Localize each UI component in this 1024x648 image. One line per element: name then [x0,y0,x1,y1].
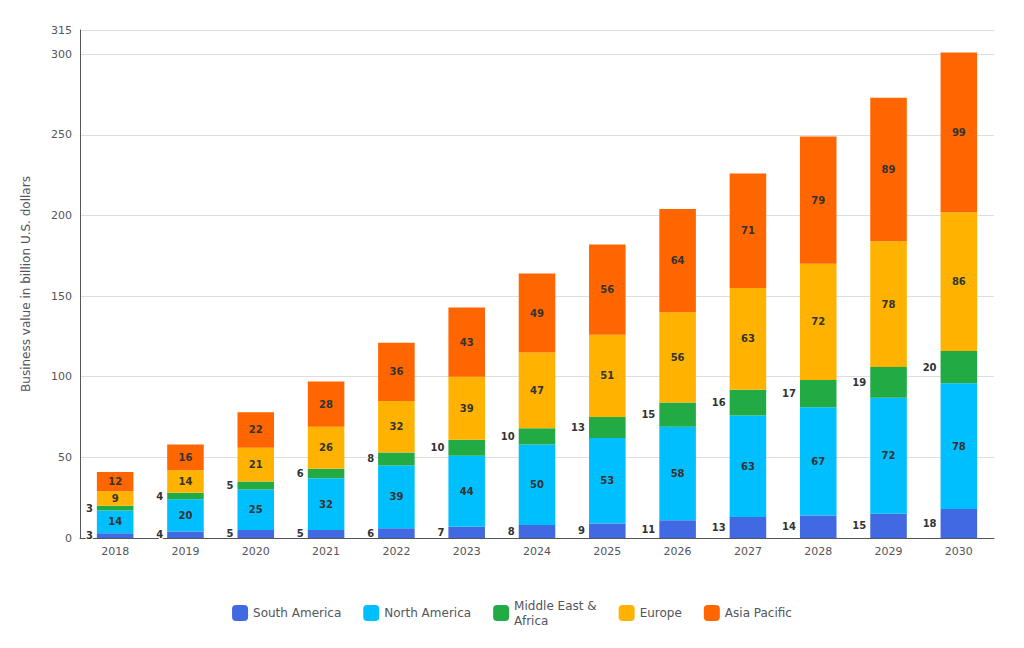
svg-text:11: 11 [641,524,655,535]
svg-text:14: 14 [782,521,796,532]
svg-text:South America: South America [253,606,341,620]
svg-text:4: 4 [156,529,163,540]
svg-text:2020: 2020 [242,545,270,558]
svg-text:15: 15 [852,520,866,531]
svg-text:2021: 2021 [312,545,340,558]
svg-text:63: 63 [741,461,755,472]
svg-text:Middle East &: Middle East & [514,599,597,613]
svg-text:22: 22 [249,424,263,435]
svg-text:6: 6 [297,468,304,479]
svg-text:Asia Pacific: Asia Pacific [725,606,792,620]
svg-text:20: 20 [179,510,193,521]
svg-text:64: 64 [671,255,685,266]
svg-text:47: 47 [530,385,544,396]
svg-text:200: 200 [51,209,72,222]
svg-text:32: 32 [319,499,333,510]
svg-text:53: 53 [600,475,614,486]
svg-text:16: 16 [712,397,726,408]
svg-text:315: 315 [51,24,72,37]
svg-text:13: 13 [712,522,726,533]
svg-text:21: 21 [249,459,263,470]
svg-text:2024: 2024 [523,545,551,558]
svg-text:2023: 2023 [453,545,481,558]
svg-text:2018: 2018 [101,545,129,558]
svg-text:72: 72 [811,316,825,327]
svg-text:86: 86 [952,276,966,287]
svg-text:51: 51 [600,370,614,381]
svg-text:39: 39 [460,403,474,414]
svg-text:99: 99 [952,127,966,138]
svg-text:Africa: Africa [514,614,548,628]
svg-text:5: 5 [227,528,234,539]
svg-text:89: 89 [882,164,896,175]
svg-text:56: 56 [600,284,614,295]
svg-text:14: 14 [108,516,122,527]
svg-text:9: 9 [112,493,119,504]
svg-text:67: 67 [811,456,825,467]
svg-text:49: 49 [530,308,544,319]
svg-text:2026: 2026 [664,545,692,558]
svg-text:2029: 2029 [875,545,903,558]
svg-text:17: 17 [782,388,796,399]
svg-text:39: 39 [389,491,403,502]
svg-text:50: 50 [58,451,72,464]
svg-text:15: 15 [641,409,655,420]
svg-text:32: 32 [389,421,403,432]
svg-text:13: 13 [571,422,585,433]
svg-text:14: 14 [179,476,193,487]
svg-text:2025: 2025 [593,545,621,558]
svg-text:10: 10 [430,442,444,453]
svg-text:3: 3 [86,530,93,541]
svg-text:2027: 2027 [734,545,762,558]
svg-text:63: 63 [741,333,755,344]
svg-text:8: 8 [367,453,374,464]
svg-text:8: 8 [508,526,515,537]
svg-text:5: 5 [227,480,234,491]
svg-text:18: 18 [923,518,937,529]
svg-text:4: 4 [156,491,163,502]
svg-text:North America: North America [384,606,471,620]
svg-text:72: 72 [882,450,896,461]
svg-text:5: 5 [297,528,304,539]
svg-text:150: 150 [51,290,72,303]
svg-text:78: 78 [952,441,966,452]
svg-text:2022: 2022 [382,545,410,558]
svg-text:6: 6 [367,528,374,539]
svg-text:3: 3 [86,503,93,514]
svg-text:28: 28 [319,399,333,410]
svg-text:20: 20 [923,362,937,373]
svg-text:43: 43 [460,337,474,348]
svg-text:Business value in billion U.S.: Business value in billion U.S. dollars [19,176,33,392]
svg-text:2028: 2028 [804,545,832,558]
svg-text:19: 19 [852,377,866,388]
svg-text:36: 36 [389,366,403,377]
svg-text:0: 0 [65,532,72,545]
svg-text:7: 7 [437,527,444,538]
svg-text:50: 50 [530,479,544,490]
svg-text:100: 100 [51,370,72,383]
svg-text:250: 250 [51,128,72,141]
svg-text:12: 12 [108,476,122,487]
svg-text:2030: 2030 [945,545,973,558]
svg-text:9: 9 [578,525,585,536]
svg-text:44: 44 [460,486,474,497]
svg-text:Europe: Europe [640,606,682,620]
svg-text:78: 78 [882,299,896,310]
svg-text:26: 26 [319,442,333,453]
svg-text:2019: 2019 [171,545,199,558]
svg-text:10: 10 [501,431,515,442]
svg-text:25: 25 [249,504,263,515]
svg-text:16: 16 [179,452,193,463]
svg-text:79: 79 [811,195,825,206]
svg-text:71: 71 [741,225,755,236]
svg-text:300: 300 [51,48,72,61]
svg-text:56: 56 [671,352,685,363]
svg-text:58: 58 [671,468,685,479]
